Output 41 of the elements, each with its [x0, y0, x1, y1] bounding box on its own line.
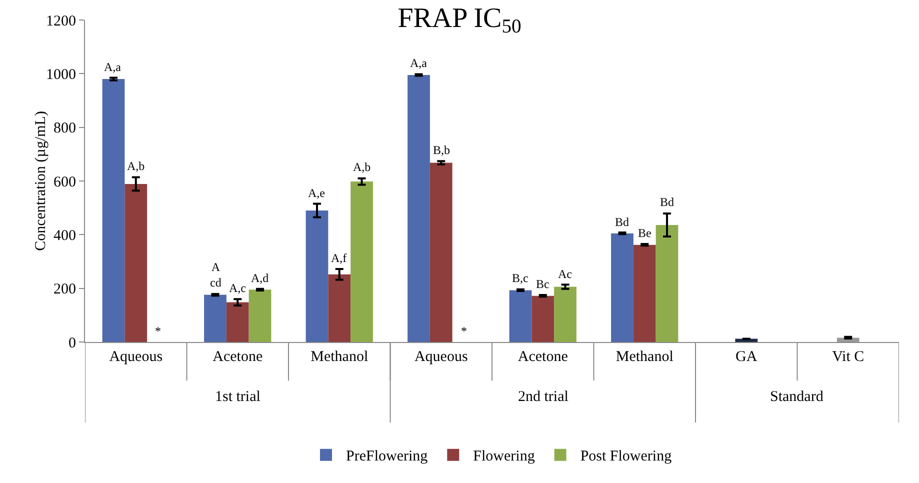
text: 2nd trial — [518, 389, 568, 405]
legend-label: PreFlowering — [346, 448, 428, 465]
x-tick-label: Methanol — [616, 349, 674, 365]
x-tick-label: Acetone — [518, 349, 568, 365]
data-label: A,b — [127, 159, 145, 173]
data-label: Ac — [558, 267, 572, 281]
text: Standard — [770, 389, 824, 405]
x-tick-label: Vit C — [832, 349, 864, 365]
data-label: A,d — [251, 271, 269, 285]
data-label: Be — [638, 226, 652, 240]
chart-title: FRAP IC$_{50}$ — [398, 2, 522, 38]
x-tick-label: Methanol — [310, 349, 368, 365]
text: * — [461, 324, 467, 338]
x-tick-label: Aqueous — [109, 349, 163, 365]
legend-label: Post Flowering — [580, 448, 672, 465]
data-label: A,b — [353, 160, 371, 174]
legend-label: Flowering — [473, 448, 536, 465]
y-tick-label: 600 — [54, 174, 76, 190]
data-label: A,f — [331, 251, 347, 265]
data-label: Bd — [615, 215, 630, 229]
y-tick-label: 400 — [54, 228, 76, 244]
text: 1st trial — [215, 389, 260, 405]
y-tick-label: 800 — [54, 120, 76, 137]
y-axis-title: Concentration (µg/mL) — [33, 111, 49, 251]
y-tick-label: 1000 — [46, 66, 76, 83]
text: * — [155, 324, 161, 338]
data-label: B,b — [433, 143, 450, 157]
data-label: Bc — [536, 277, 550, 291]
data-label: A,a — [410, 56, 428, 70]
y-tick-label: 1200 — [46, 13, 76, 30]
y-tick-label: 200 — [54, 282, 76, 298]
y-tick-label: 0 — [68, 335, 76, 352]
data-label: B,c — [512, 271, 528, 285]
data-label: A,e — [308, 186, 325, 200]
x-tick-label: Acetone — [212, 349, 263, 365]
data-label: A,a — [104, 60, 122, 74]
data-label: A cd — [210, 260, 222, 290]
data-label: Bd — [660, 195, 674, 209]
data-label: A,c — [229, 281, 246, 295]
x-tick-label: GA — [736, 349, 758, 365]
x-tick-label: Aqueous — [414, 349, 468, 365]
